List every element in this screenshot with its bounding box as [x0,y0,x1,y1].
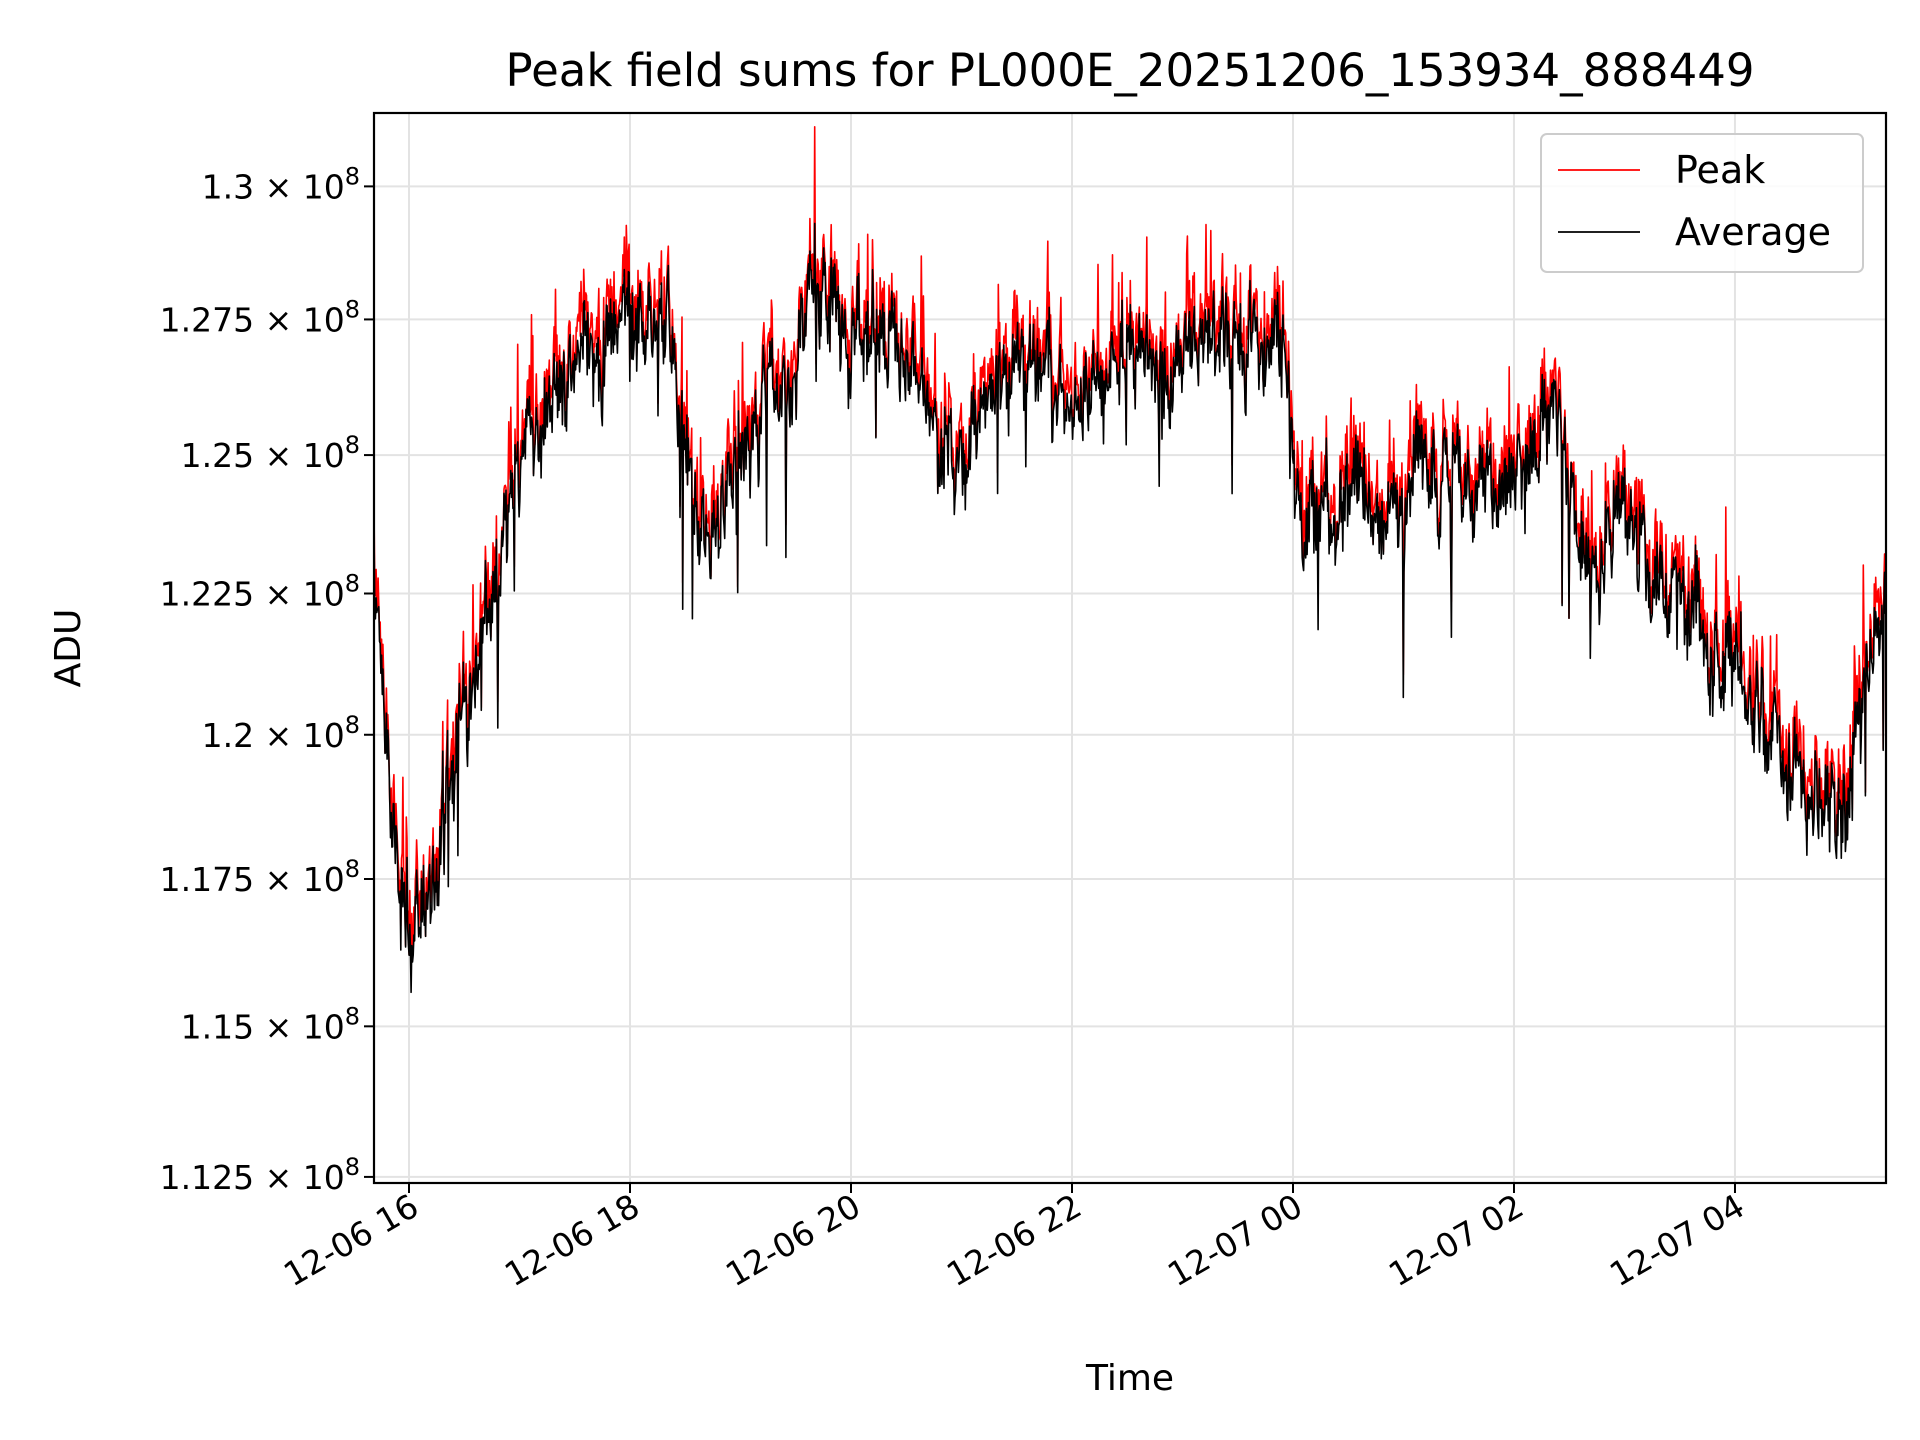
legend-box [1540,133,1864,273]
y-tick-label: 1.15 × 108 [181,1002,360,1046]
y-tick-label: 1.3 × 108 [202,162,360,206]
plot-series-group [374,126,1886,994]
y-tick-label: 1.2 × 108 [202,711,360,755]
series-line-average [374,222,1886,994]
x-axis-label: Time [1085,1358,1174,1399]
legend: Peak Average [1540,133,1864,273]
y-tick-label: 1.125 × 108 [160,1153,360,1197]
y-tick-label: 1.225 × 108 [160,569,360,613]
y-tick-label: 1.175 × 108 [160,855,360,899]
y-tick-label: 1.25 × 108 [181,431,360,475]
legend-label-average: Average [1675,210,1831,254]
chart-title: Peak field sums for PL000E_20251206_1539… [506,44,1755,97]
plot-area-frame [372,111,1888,1185]
y-axis-label: ADU [48,609,89,688]
legend-label-peak: Peak [1675,148,1765,192]
y-axis: 1.125 × 108 1.15 × 108 1.175 × 108 1.2 × 10… [160,162,374,1197]
y-tick-label: 1.275 × 108 [160,295,360,339]
